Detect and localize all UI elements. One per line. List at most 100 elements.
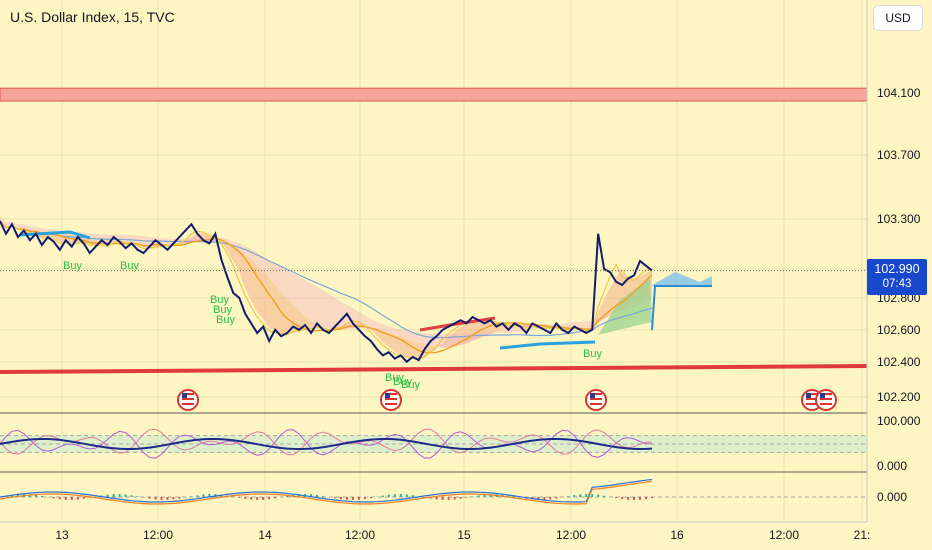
us-flag-icon[interactable] [177,389,199,411]
grid [0,0,867,522]
macd-histogram-bar [459,497,462,499]
economic-event-flags[interactable] [177,389,837,411]
flag-stripe [590,403,602,405]
flag-stripe [806,403,818,405]
macd-line [0,478,653,503]
macd-histogram-bar [196,495,199,497]
buy-signal-label: Buy [63,260,82,272]
macd-histogram-bar [58,497,61,500]
macd-histogram-bar [238,497,241,498]
macd-histogram-bar [381,495,384,497]
price-tick-label: 102.600 [877,323,921,337]
buy-signal-label: Buy [393,376,412,388]
price-axis[interactable]: 104.100103.700103.300102.800102.600102.4… [877,86,921,504]
macd-histogram-bar [555,497,558,499]
currency-button[interactable]: USD [873,5,923,31]
cloud-projection [652,272,712,286]
macd-histogram-bar [298,494,301,497]
time-tick-label: 12:00 [143,528,173,542]
macd-histogram-bar [489,494,492,497]
last-price-badge: 102.990 07:43 [867,259,927,295]
macd-histogram-bar [310,494,313,497]
rsi-tick-label: 0.000 [877,459,907,473]
resistance-band [0,87,868,102]
macd-histogram-bar [256,497,259,500]
buy-signal-label: Buy [210,294,229,306]
macd-histogram-bar [220,494,223,497]
macd-histogram-bar [369,497,372,498]
macd-histogram-bar [585,494,588,497]
price-tick-label: 102.400 [877,355,921,369]
macd-histogram-bar [262,497,265,500]
macd-histogram-bar [322,495,325,497]
macd-histogram-bar [399,494,402,497]
macd-histogram-bar [124,494,127,497]
flag-canton [820,393,825,398]
support-line [0,364,868,374]
macd-histogram-bar [351,497,354,500]
flag-stripe [806,398,818,400]
macd-histogram-bar [160,497,163,500]
macd-histogram-bar [627,497,630,500]
time-tick-label: 16 [670,528,684,542]
bar-countdown: 07:43 [882,278,912,290]
macd-signal-line [0,480,653,505]
us-flag-icon[interactable] [585,389,607,411]
flag-canton [182,393,187,398]
macd-histogram-bar [70,497,73,500]
cloud-fill-outer [0,216,652,348]
last-price-value: 102.990 [874,262,920,276]
macd-histogram-bar [429,497,432,499]
time-tick-label: 15 [457,528,471,542]
macd-histogram-bar [142,497,145,498]
macd-histogram-bar [244,497,247,499]
macd-histogram-bar [453,497,456,500]
price-tick-label: 104.100 [877,86,921,100]
flag-stripe [820,398,832,400]
flag-canton [385,393,390,398]
rsi-fast-line [0,429,653,459]
us-flag-icon[interactable] [380,389,402,411]
macd-histogram-bar [345,497,348,500]
us-flag-icon[interactable] [815,389,837,411]
macd-histogram-bar [411,495,414,497]
flag-canton [806,393,811,398]
macd-histogram-bar [405,494,408,497]
macd-histogram-bar [633,497,636,500]
macd-histogram-bar [651,497,653,499]
macd-histogram-bar [64,497,67,500]
flag-stripe [590,398,602,400]
macd-histogram-bar [34,494,37,497]
macd-histogram-bar [112,494,115,497]
macd-histogram-bar [393,494,396,497]
flag-stripe [820,393,832,395]
time-axis[interactable]: 13 12:00 14 12:00 15 12:00 16 12:00 21: [55,528,870,542]
projection-line [651,285,712,331]
flag-stripe [385,393,397,395]
rsi-pane [0,428,867,459]
flag-stripe [590,393,602,395]
time-tick-label: 21: [854,528,871,542]
macd-histogram-bar [130,495,133,497]
macd-histogram-bar [597,494,600,497]
time-tick-label: 12:00 [769,528,799,542]
macd-histogram-bar [435,497,438,500]
flag-stripe [385,398,397,400]
macd-histogram-bar [507,495,510,497]
time-tick-label: 12:00 [345,528,375,542]
flag-stripe [385,403,397,405]
macd-histogram-bar [465,497,468,498]
macd-histogram-bar [537,497,540,500]
macd-histogram-bar [82,497,85,499]
macd-histogram-bar [477,495,480,497]
macd-histogram-bar [40,495,43,497]
macd-histogram-bar [615,497,618,499]
macd-pane [0,478,867,505]
macd-histogram-bar [172,497,175,500]
macd-histogram-bar [543,497,546,500]
buy-signal-label: Buy [401,379,420,391]
buy-signal-label: Buy [216,314,235,326]
macd-histogram-bar [178,497,181,499]
